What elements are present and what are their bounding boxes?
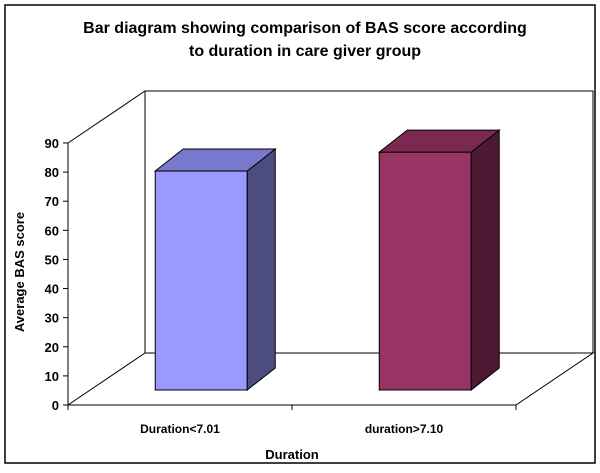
chart-title-line1: Bar diagram showing comparison of BAS sc… bbox=[83, 20, 527, 37]
bars bbox=[153, 129, 501, 392]
y-tick-label: 30 bbox=[45, 311, 59, 326]
x-category-label: duration>7.10 bbox=[365, 422, 444, 436]
y-tick-label: 0 bbox=[52, 398, 59, 413]
x-category-label: Duration<7.01 bbox=[140, 422, 220, 436]
y-axis-ticks: 0 10 20 30 40 50 60 70 80 90 bbox=[45, 136, 68, 413]
y-tick-label: 40 bbox=[45, 282, 59, 297]
x-axis-label: Duration bbox=[265, 447, 319, 462]
y-axis-label: Average BAS score bbox=[12, 212, 27, 332]
y-tick-label: 20 bbox=[45, 340, 59, 355]
bar-top bbox=[153, 148, 277, 172]
bar-front bbox=[378, 151, 472, 391]
bar-2 bbox=[377, 129, 501, 392]
y-tick-label: 90 bbox=[45, 136, 59, 151]
y-tick-label: 50 bbox=[45, 252, 59, 267]
bar-top bbox=[377, 129, 501, 153]
y-tick-label: 10 bbox=[45, 369, 59, 384]
bar-side bbox=[246, 147, 276, 392]
bar-front bbox=[154, 170, 248, 391]
y-tick-label: 80 bbox=[45, 165, 59, 180]
bar-1 bbox=[153, 147, 277, 392]
y-tick-label: 60 bbox=[45, 223, 59, 238]
chart-border bbox=[4, 4, 596, 464]
chart-title-line2: to duration in care giver group bbox=[189, 43, 421, 60]
y-tick-label: 70 bbox=[45, 194, 59, 209]
back-wall bbox=[67, 90, 594, 353]
bar-side bbox=[470, 129, 500, 392]
x-axis-categories: Duration<7.01 duration>7.10 bbox=[67, 405, 517, 436]
